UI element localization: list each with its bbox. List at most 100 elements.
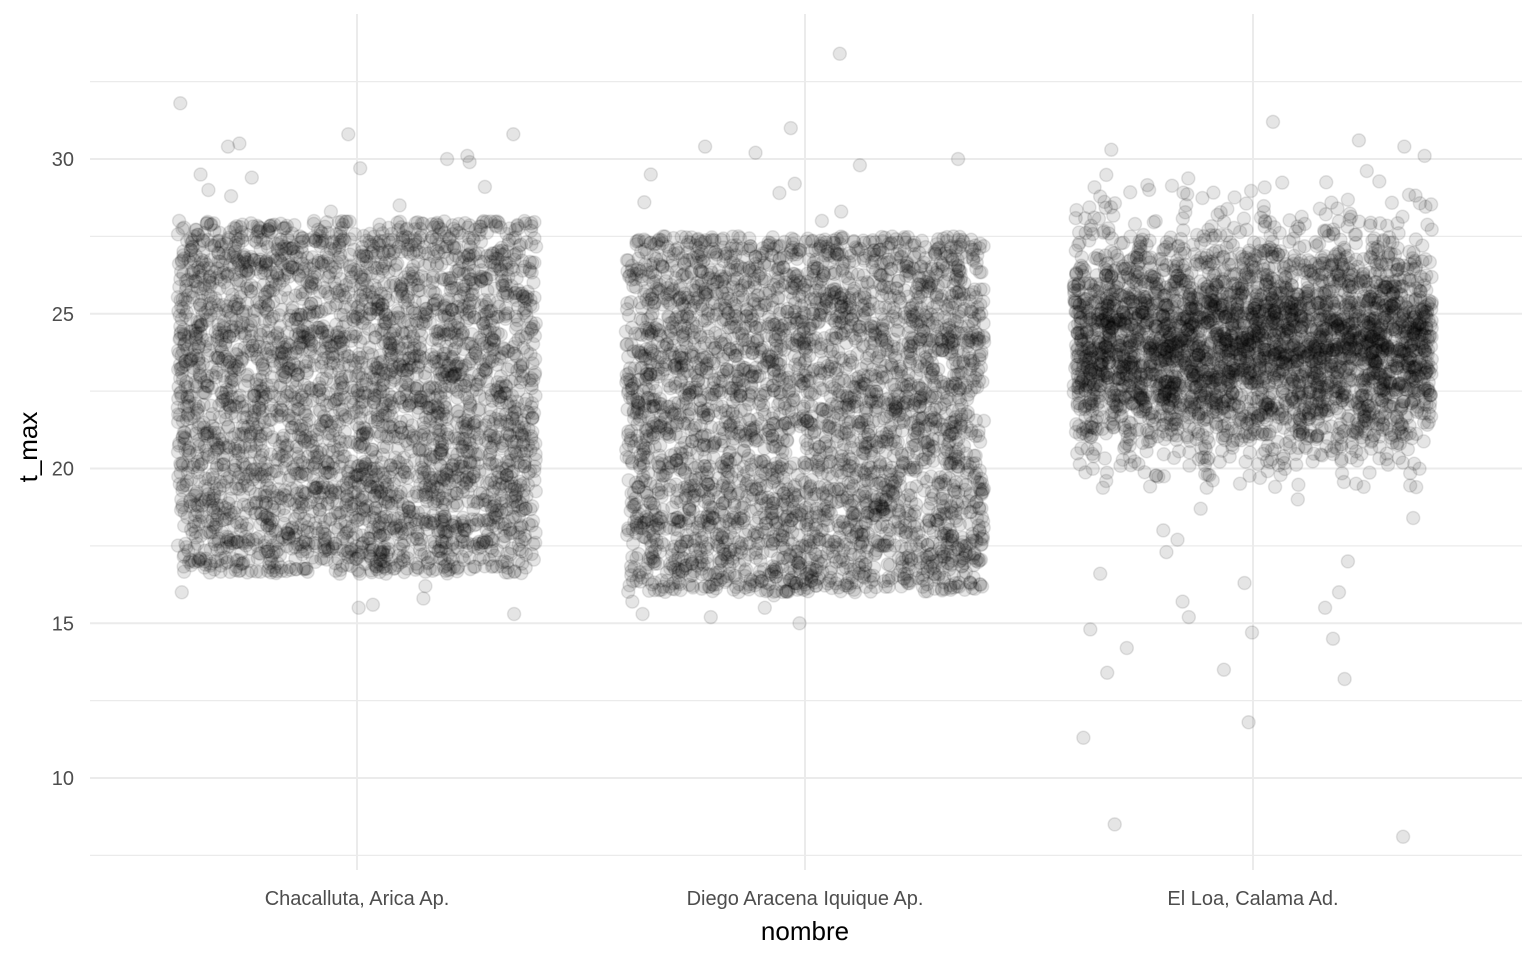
data-point — [172, 371, 188, 386]
data-point — [170, 362, 186, 377]
data-point — [435, 534, 450, 550]
data-point — [312, 445, 328, 460]
data-point — [527, 214, 542, 230]
data-point — [402, 521, 418, 536]
data-point — [239, 263, 255, 278]
data-point — [331, 330, 346, 345]
data-point — [291, 268, 307, 284]
data-point — [356, 330, 372, 346]
data-point — [229, 219, 244, 234]
data-point — [413, 428, 429, 443]
data-point — [221, 304, 237, 320]
data-point — [276, 516, 292, 531]
data-point — [430, 481, 446, 497]
data-point — [251, 474, 267, 490]
data-point — [483, 382, 498, 398]
data-point — [206, 216, 221, 231]
data-point — [443, 363, 458, 378]
data-point — [259, 377, 274, 392]
data-point — [494, 491, 509, 506]
data-point — [297, 433, 312, 448]
data-point — [400, 293, 416, 308]
data-point — [170, 538, 186, 553]
data-point — [500, 343, 515, 359]
data-point — [490, 251, 505, 267]
data-point — [456, 299, 472, 314]
data-point — [512, 423, 527, 438]
data-point — [312, 422, 327, 437]
data-point — [244, 425, 259, 440]
data-point — [406, 331, 421, 346]
data-point — [228, 562, 243, 578]
data-point — [418, 443, 433, 458]
data-point — [402, 357, 417, 372]
data-point — [416, 462, 431, 477]
data-point — [231, 232, 246, 247]
data-point — [249, 294, 265, 310]
data-point — [322, 289, 338, 304]
data-point — [445, 238, 461, 254]
data-point — [264, 311, 279, 326]
data-point — [437, 451, 453, 466]
data-point — [515, 364, 530, 379]
data-point — [279, 218, 295, 234]
data-point — [520, 289, 535, 305]
data-point — [428, 216, 444, 232]
data-point — [386, 520, 402, 536]
data-point — [621, 308, 637, 323]
data-point — [273, 378, 288, 393]
data-point — [220, 266, 236, 281]
data-point — [228, 346, 243, 362]
data-point — [455, 439, 471, 454]
data-point — [390, 256, 405, 271]
data-point — [215, 258, 230, 273]
data-point — [174, 585, 190, 600]
data-point — [398, 229, 413, 244]
data-point — [368, 468, 384, 483]
data-point — [351, 549, 367, 565]
data-point — [297, 533, 313, 549]
grid — [90, 14, 1522, 870]
data-point — [243, 283, 259, 299]
data-point — [399, 363, 414, 379]
data-point — [460, 148, 475, 164]
data-point — [355, 253, 370, 268]
data-point — [498, 528, 513, 544]
data-point — [258, 544, 274, 559]
data-point — [376, 314, 392, 329]
data-point — [504, 260, 520, 275]
data-point — [280, 290, 296, 306]
data-point — [183, 552, 198, 568]
data-point — [324, 346, 339, 361]
data-point — [184, 266, 199, 281]
data-point — [301, 536, 316, 552]
data-point — [355, 239, 370, 255]
data-point — [406, 341, 422, 356]
data-point — [422, 515, 438, 530]
data-point — [419, 489, 434, 505]
data-point — [427, 292, 443, 308]
data-point — [366, 229, 382, 245]
data-point — [507, 405, 523, 420]
data-point — [527, 535, 543, 550]
data-point — [231, 296, 247, 312]
data-point — [451, 356, 466, 371]
data-point — [338, 214, 353, 229]
data-point — [441, 270, 456, 286]
data-point — [479, 306, 494, 322]
data-point — [244, 170, 260, 185]
data-point — [485, 393, 500, 409]
data-point — [193, 167, 208, 182]
data-point — [171, 213, 187, 229]
data-point — [190, 454, 205, 470]
data-point — [527, 230, 542, 246]
data-point — [502, 428, 517, 443]
data-point — [377, 526, 393, 542]
data-point — [356, 316, 372, 331]
data-point — [325, 408, 341, 424]
data-point — [506, 606, 522, 622]
data-point — [275, 431, 290, 446]
data-point — [338, 277, 354, 293]
data-point — [196, 494, 212, 510]
data-point — [329, 497, 345, 512]
